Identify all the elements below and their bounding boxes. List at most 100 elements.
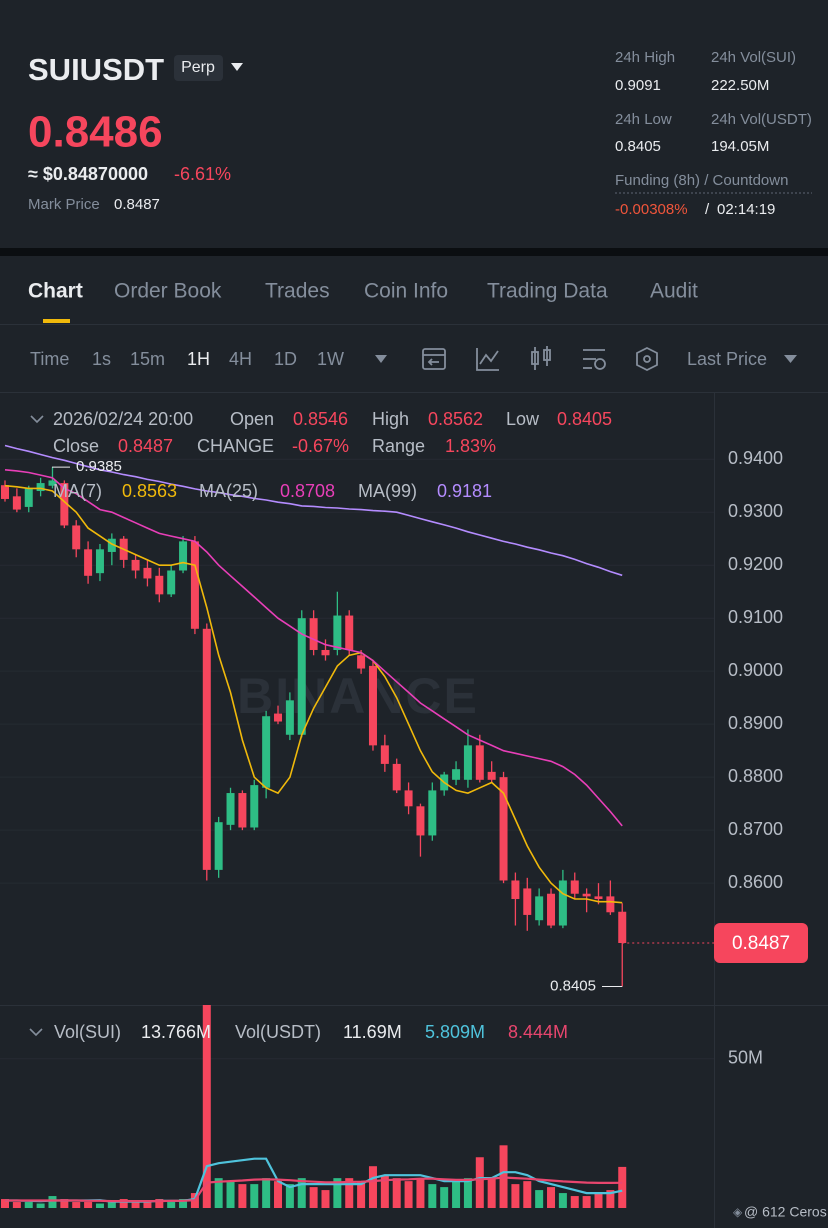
y-tick-label: 0.8900 [728, 713, 783, 733]
volume-label: Vol(SUI) [54, 1022, 121, 1042]
volume-bar [274, 1181, 283, 1208]
volume-tick-label: 50M [728, 1047, 763, 1067]
tab[interactable]: Trading Data [487, 280, 608, 303]
interval[interactable]: 1D [274, 349, 297, 369]
collapse-chevron[interactable] [29, 1028, 43, 1037]
candle-body [285, 700, 294, 735]
volume-bar [606, 1190, 615, 1208]
candle-body [24, 488, 33, 507]
chart-plot: 0.9400 0.9300 0.9200 0.9100 0.9000 0.8900 0.88… [0, 393, 828, 1228]
volume-bar [463, 1178, 472, 1208]
volume-bar [60, 1199, 69, 1208]
volume-bar [24, 1202, 33, 1208]
volume-bar [119, 1199, 128, 1208]
volume-bar [12, 1202, 21, 1208]
candle-body [190, 541, 199, 629]
ma-line [4, 469, 623, 827]
candle-body [167, 570, 176, 595]
settings-icon[interactable] [583, 349, 606, 370]
volume-bar [428, 1184, 437, 1208]
funding-label[interactable]: Funding (8h) / Countdown [615, 172, 788, 189]
candle-body [618, 911, 627, 944]
stat-value: 0.8405 [615, 138, 661, 155]
candle-body [250, 785, 259, 828]
candle-body [392, 763, 401, 791]
interval[interactable]: 1W [317, 349, 344, 369]
candle-type-icon[interactable] [531, 346, 551, 370]
interval[interactable]: Time [30, 349, 69, 369]
volume-bar [558, 1193, 567, 1208]
info-label: CHANGE [197, 436, 274, 456]
interval[interactable]: 1s [92, 349, 111, 369]
stat-label: 24h Vol(SUI) [711, 49, 796, 66]
volume-bar [226, 1181, 235, 1208]
volume-bar [309, 1187, 318, 1208]
tab[interactable]: Audit [650, 280, 698, 303]
candle-body [60, 483, 69, 526]
candle-body [214, 822, 223, 870]
candle-body [179, 541, 188, 571]
funding-countdown: 02:14:19 [717, 201, 775, 218]
y-tick-label: 0.9000 [728, 660, 783, 680]
volume-bar [202, 1005, 211, 1208]
candle-body [309, 618, 318, 650]
toolbar-icons [422, 346, 658, 372]
candle-body [12, 496, 21, 510]
candle-body [463, 745, 472, 780]
candle-body [511, 880, 520, 900]
indicator-icon[interactable] [476, 348, 499, 371]
y-tick-label: 0.8800 [728, 766, 783, 786]
y-tick-label: 0.9300 [728, 501, 783, 521]
volume-bar [594, 1193, 603, 1208]
candle-body [523, 888, 532, 915]
tab[interactable]: Order Book [114, 280, 222, 303]
volume-bar [36, 1203, 45, 1208]
ma-label: MA(25) [199, 481, 258, 501]
more-icon[interactable] [636, 346, 658, 372]
volume-bar [238, 1184, 247, 1208]
info-value: 0.8487 [118, 436, 173, 456]
symbol[interactable]: SUIUSDT [28, 52, 164, 87]
candle-body [95, 549, 104, 574]
interval[interactable]: 15m [130, 349, 165, 369]
candle-body [1, 485, 9, 499]
replay-icon[interactable] [422, 348, 446, 370]
tab[interactable]: Chart [28, 280, 83, 303]
volume-bar [345, 1178, 354, 1208]
funding-rate: -0.00308% [615, 201, 688, 218]
candle-body [487, 771, 496, 780]
ma-value: 0.8708 [280, 481, 335, 501]
collapse-chevron[interactable] [30, 415, 44, 424]
interval[interactable]: 1H [187, 349, 210, 369]
candle-body [345, 615, 354, 650]
volume-bar [404, 1181, 413, 1208]
candle-body [131, 559, 140, 571]
volume-value: 13.766M [141, 1022, 211, 1042]
last-price-tag-bg [714, 923, 808, 964]
volume-bar [321, 1190, 330, 1208]
volume-bar [392, 1178, 401, 1208]
footer-icon: ◈ [733, 1205, 743, 1219]
price-change: -6.61% [174, 164, 231, 184]
volume-bar [511, 1184, 520, 1208]
price-type[interactable]: Last Price [687, 349, 767, 369]
candle-body [606, 896, 615, 913]
tab[interactable]: Coin Info [364, 280, 448, 303]
volume-bar [250, 1184, 259, 1208]
volume-bar [155, 1199, 164, 1208]
stat-label: 24h Low [615, 111, 672, 128]
more-intervals[interactable] [375, 355, 387, 363]
candle-body [262, 716, 271, 788]
price-type-dropdown[interactable] [784, 355, 797, 363]
volume-bar [570, 1196, 579, 1208]
volume-bar [618, 1166, 627, 1208]
header-bg [0, 0, 828, 248]
mark-price: 0.8487 [114, 196, 160, 213]
interval[interactable]: 4H [229, 349, 252, 369]
volume-bar [416, 1178, 425, 1208]
tab[interactable]: Trades [265, 280, 330, 303]
symbol-dropdown[interactable] [231, 63, 243, 71]
candle-body [333, 615, 342, 650]
candle-body [380, 745, 389, 764]
